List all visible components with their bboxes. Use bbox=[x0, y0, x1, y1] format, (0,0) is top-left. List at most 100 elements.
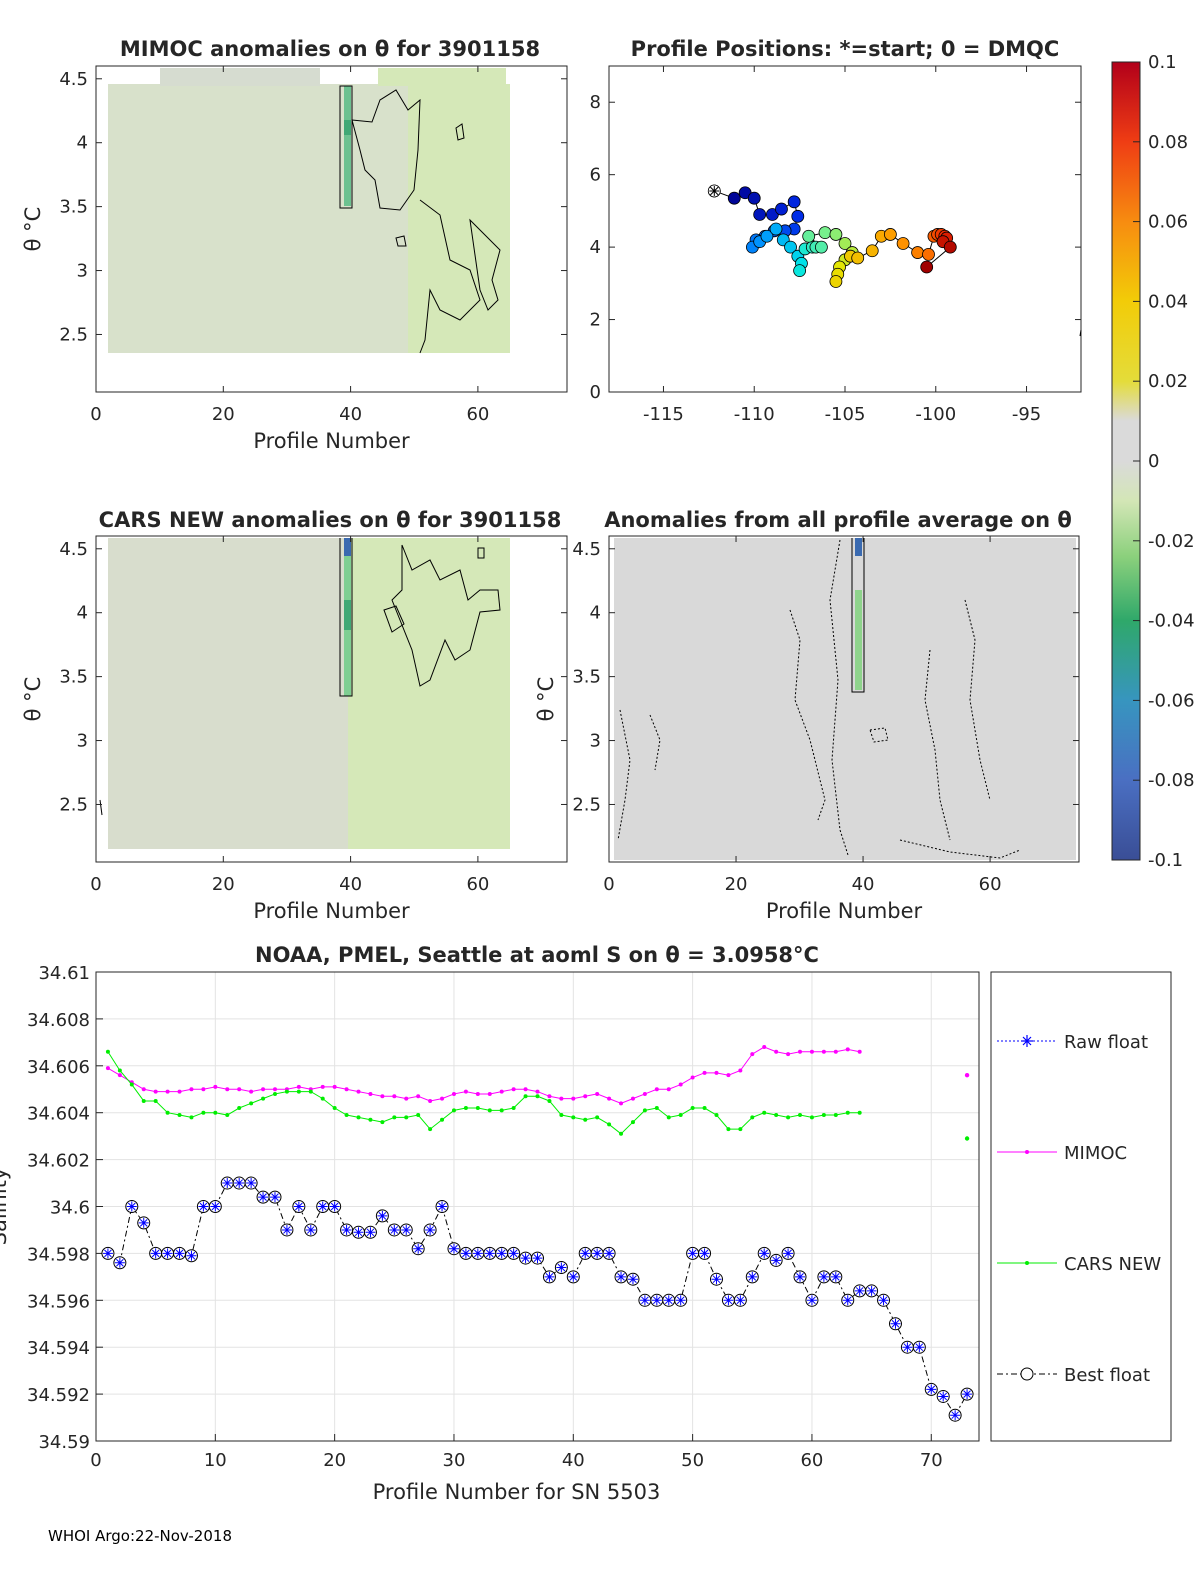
legend-best-float: Best float bbox=[997, 1365, 1150, 1386]
mimoc-contour-5 bbox=[455, 123, 465, 141]
position-point bbox=[896, 237, 910, 250]
raw-float-point bbox=[448, 1243, 459, 1254]
y-tick-label: 34.604 bbox=[27, 1104, 90, 1125]
raw-float-point bbox=[866, 1285, 877, 1296]
allprof-anomaly-strip bbox=[855, 590, 862, 690]
raw-float-point bbox=[806, 1295, 817, 1306]
x-tick-label: 0 bbox=[90, 1450, 101, 1471]
x-tick-label: 10 bbox=[204, 1450, 227, 1471]
series-point-cars-new bbox=[332, 1106, 337, 1111]
series-point-mimoc bbox=[726, 1073, 731, 1078]
raw-float-point bbox=[592, 1248, 603, 1259]
raw-float-point bbox=[818, 1271, 829, 1282]
y-tick-label: 3 bbox=[77, 731, 88, 752]
x-tick-label: -115 bbox=[643, 404, 684, 425]
series-point-cars-new bbox=[595, 1115, 600, 1120]
raw-float-point bbox=[389, 1224, 400, 1235]
allprof-contour-dotted-7 bbox=[899, 839, 1021, 859]
x-axis-label: Profile Number for SN 5503 bbox=[373, 1480, 661, 1504]
mimoc-contour-main bbox=[339, 85, 353, 209]
series-point-mimoc bbox=[798, 1049, 803, 1054]
allprof-contour-dotted-2 bbox=[789, 609, 826, 821]
series-point-cars-new bbox=[547, 1098, 552, 1103]
mimoc-contour-4 bbox=[469, 218, 501, 311]
position-point bbox=[784, 240, 797, 254]
series-point-mimoc bbox=[344, 1087, 349, 1092]
series-point-mimoc bbox=[750, 1052, 755, 1057]
y-tick-label: 34.602 bbox=[27, 1151, 90, 1172]
colorbar-tick-label: 0 bbox=[1148, 451, 1159, 472]
series-point-cars-new bbox=[511, 1106, 516, 1111]
mimoc-field bbox=[108, 68, 510, 354]
positions-points bbox=[707, 184, 957, 288]
series-point-cars-new bbox=[225, 1113, 230, 1118]
series-point-cars-new bbox=[320, 1096, 325, 1101]
x-tick-label: 20 bbox=[323, 1450, 346, 1471]
series-point-mimoc bbox=[499, 1089, 504, 1094]
x-tick-label: -110 bbox=[734, 404, 775, 425]
y-tick-label: 34.608 bbox=[27, 1010, 90, 1031]
positions-axes-bg bbox=[609, 66, 1081, 392]
raw-float-point bbox=[711, 1274, 722, 1285]
raw-float-point bbox=[437, 1201, 448, 1212]
position-point bbox=[911, 246, 925, 259]
series-point-mimoc bbox=[177, 1089, 182, 1094]
raw-float-point bbox=[305, 1224, 316, 1235]
salinity-axes-ticks: 0 10 20 30 40 50 60 70 34.59 34.592 34.594 34.596 34… bbox=[0, 963, 943, 1504]
x-tick-label: 20 bbox=[212, 874, 235, 895]
position-point bbox=[727, 191, 741, 205]
series-point-mimoc bbox=[738, 1068, 743, 1073]
raw-float-point bbox=[377, 1210, 388, 1221]
y-tick-label: 4.5 bbox=[59, 69, 88, 90]
series-point-mimoc bbox=[654, 1087, 659, 1092]
legend-mimoc-marker bbox=[1025, 1150, 1029, 1154]
raw-float-point bbox=[675, 1295, 686, 1306]
mimoc-field-top bbox=[160, 68, 320, 86]
series-point-cars-new bbox=[750, 1115, 755, 1120]
positions-edge-mark bbox=[1079, 329, 1082, 337]
position-point bbox=[747, 191, 761, 205]
raw-float-point bbox=[198, 1201, 209, 1212]
position-point bbox=[802, 229, 816, 243]
raw-float-point bbox=[186, 1250, 197, 1261]
x-tick-label: 50 bbox=[681, 1450, 704, 1471]
position-point bbox=[775, 202, 788, 216]
x-tick-label: 60 bbox=[800, 1450, 823, 1471]
series-point-cars-new bbox=[833, 1113, 838, 1118]
series-point-mimoc bbox=[511, 1087, 516, 1092]
raw-float-point bbox=[222, 1178, 233, 1189]
raw-float-point bbox=[317, 1201, 328, 1212]
allprof-axes-box bbox=[608, 535, 1080, 863]
series-point-cars-new bbox=[189, 1115, 194, 1120]
raw-float-point bbox=[460, 1248, 471, 1259]
series-point-cars-new bbox=[296, 1089, 301, 1094]
series-point-cars-new bbox=[821, 1113, 826, 1118]
series-point-cars-new bbox=[654, 1106, 659, 1111]
series-point-cars-new bbox=[487, 1108, 492, 1113]
legend-raw-label: Raw float bbox=[1064, 1032, 1148, 1053]
series-point-cars-new bbox=[141, 1098, 146, 1103]
colorbar-tick-label: -0.1 bbox=[1148, 850, 1183, 871]
x-tick-label: 0 bbox=[90, 404, 101, 425]
salinity-series bbox=[101, 1045, 974, 1422]
y-tick-label: 34.594 bbox=[27, 1338, 90, 1359]
mimoc-contour-6 bbox=[395, 235, 407, 247]
series-point-cars-new bbox=[666, 1115, 671, 1120]
series-extra-point-cars-new bbox=[964, 1136, 970, 1141]
series-point-mimoc bbox=[547, 1094, 552, 1099]
legend-cars-label: CARS NEW bbox=[1064, 1254, 1161, 1275]
series-point-mimoc bbox=[392, 1094, 397, 1099]
y-tick-label: 34.59 bbox=[38, 1432, 90, 1453]
raw-float-point bbox=[759, 1248, 770, 1259]
x-tick-label: -100 bbox=[915, 404, 956, 425]
series-point-cars-new bbox=[105, 1049, 110, 1054]
series-point-cars-new bbox=[714, 1113, 719, 1118]
series-point-cars-new bbox=[153, 1098, 158, 1103]
colorbar-tick-label: 0.02 bbox=[1148, 371, 1188, 392]
series-point-cars-new bbox=[762, 1110, 767, 1115]
raw-float-point bbox=[425, 1224, 436, 1235]
series-point-cars-new bbox=[213, 1110, 218, 1115]
y-tick-label: 34.598 bbox=[27, 1244, 90, 1265]
x-tick-label: 60 bbox=[979, 874, 1002, 895]
series-extra-point-mimoc bbox=[964, 1072, 970, 1078]
